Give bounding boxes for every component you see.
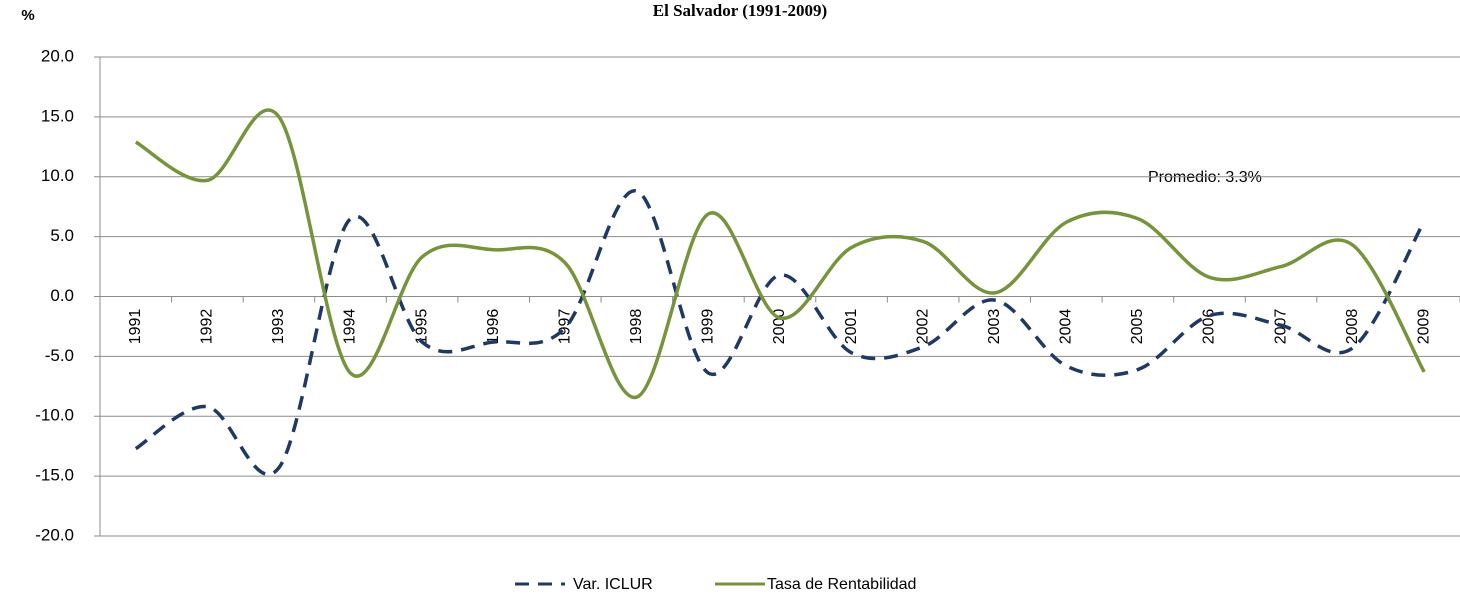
series-line: [134, 189, 1426, 477]
legend-label: Var. ICLUR: [573, 576, 653, 593]
y-tick-label: -15.0: [35, 466, 74, 485]
x-tick-label: 2009: [1415, 309, 1432, 345]
y-tick-label: 5.0: [50, 226, 74, 245]
x-tick-label: 1995: [413, 309, 430, 345]
x-tick-label: 1993: [270, 309, 287, 345]
x-tick-label: 2001: [843, 309, 860, 345]
legend-label: Tasa de Rentabilidad: [767, 576, 916, 593]
x-tick-label: 1991: [127, 309, 144, 345]
x-tick-label: 2008: [1344, 309, 1361, 345]
chart-title: El Salvador (1991-2009): [653, 1, 827, 20]
x-tick-label: 2002: [914, 309, 931, 345]
y-axis-label: %: [21, 7, 34, 24]
x-tick-label: 1992: [199, 309, 216, 345]
x-tick-label: 1997: [556, 309, 573, 345]
y-tick-label: 20.0: [41, 46, 74, 65]
x-tick-label: 2004: [1058, 309, 1075, 345]
x-tick-label: 1998: [628, 309, 645, 345]
y-tick-label: -20.0: [35, 525, 74, 544]
x-tick-label: 1994: [342, 309, 359, 345]
annotation: Promedio: 3.3%: [1148, 169, 1262, 186]
y-tick-label: -10.0: [35, 406, 74, 425]
x-tick-label: 2003: [986, 309, 1003, 345]
x-tick-label: 2005: [1129, 309, 1146, 345]
y-tick-label: 10.0: [41, 166, 74, 185]
x-tick-label: 2006: [1201, 309, 1218, 345]
x-tick-label: 1999: [700, 309, 717, 345]
y-tick-label: 15.0: [41, 106, 74, 125]
y-tick-label: -5.0: [45, 346, 74, 365]
series-line: [134, 108, 1426, 399]
x-tick-label: 1996: [485, 309, 502, 345]
y-tick-label: 0.0: [50, 286, 74, 305]
